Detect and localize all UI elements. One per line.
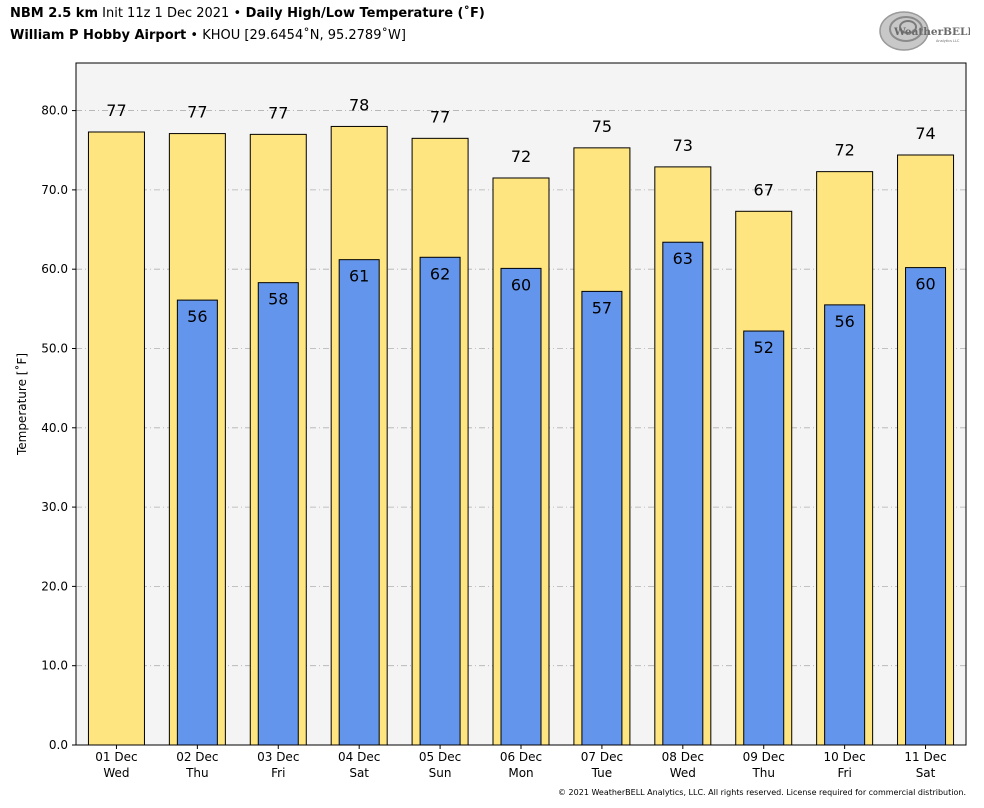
low-temp-label: 58 <box>268 290 288 309</box>
logo-text: WeatherBELL <box>893 26 970 38</box>
y-tick-label: 20.0 <box>41 579 68 593</box>
y-tick-label: 0.0 <box>49 738 68 752</box>
x-tick-weekday: Wed <box>103 766 129 780</box>
low-temp-label: 60 <box>915 275 935 294</box>
logo-swirl-inner <box>899 20 917 34</box>
x-tick-date: 07 Dec <box>581 750 623 764</box>
low-temp-label: 62 <box>430 264 450 283</box>
low-temp-label: 61 <box>349 267 369 286</box>
x-tick-date: 09 Dec <box>743 750 785 764</box>
title-separator-2: • <box>186 28 203 43</box>
init-time: Init 11z 1 Dec 2021 <box>98 6 234 21</box>
x-tick-weekday: Sat <box>349 766 369 780</box>
high-temp-label: 77 <box>187 103 207 122</box>
low-temp-label: 63 <box>673 249 693 268</box>
y-tick-label: 10.0 <box>41 659 68 673</box>
x-tick-date: 01 Dec <box>95 750 137 764</box>
plot-area: 0.0 10.0 20.0 30.0 40.0 50.0 60.0 70.0 80.0 Tempe… <box>14 62 967 780</box>
high-temp-label: 73 <box>673 136 693 155</box>
low-temp-bar <box>419 256 461 746</box>
chart-title-line-2: William P Hobby Airport • KHOU [29.6454˚… <box>10 28 406 43</box>
low-temp-label: 52 <box>754 338 774 357</box>
y-axis-label: Temperature [˚F] <box>14 353 29 456</box>
high-temp-label: 78 <box>349 95 369 114</box>
low-temp-bar <box>338 259 380 746</box>
x-tick-date: 03 Dec <box>257 750 299 764</box>
low-temp-bar <box>500 267 542 746</box>
x-tick-weekday: Mon <box>508 766 533 780</box>
logo-subtext: Analytics LLC <box>936 39 960 43</box>
low-temp-label: 57 <box>592 298 612 317</box>
x-tick-date: 11 Dec <box>904 750 946 764</box>
x-tick-weekday: Thu <box>751 766 775 780</box>
low-temp-bar <box>824 304 866 746</box>
y-tick-label: 30.0 <box>41 500 68 514</box>
x-tick-weekday: Tue <box>591 766 613 780</box>
high-temp-bar <box>87 131 145 746</box>
x-tick-date: 08 Dec <box>662 750 704 764</box>
x-tick-weekday: Fri <box>271 766 285 780</box>
x-tick-date: 05 Dec <box>419 750 461 764</box>
low-temp-label: 56 <box>187 307 207 326</box>
high-temp-label: 77 <box>268 103 288 122</box>
low-temp-bar <box>743 330 785 746</box>
low-temp-bar <box>581 290 623 746</box>
high-temp-label: 72 <box>511 147 531 166</box>
x-tick-date: 10 Dec <box>823 750 865 764</box>
low-temp-bar <box>176 299 218 746</box>
station-coords: KHOU [29.6454˚N, 95.2789˚W] <box>202 28 406 43</box>
x-tick-date: 04 Dec <box>338 750 380 764</box>
product-name: Daily High/Low Temperature (˚F) <box>241 6 485 21</box>
logo-swirl-mid <box>889 16 923 42</box>
y-tick-label: 50.0 <box>41 341 68 355</box>
model-name: NBM 2.5 km <box>10 6 98 21</box>
high-temp-label: 77 <box>430 107 450 126</box>
low-temp-label: 60 <box>511 275 531 294</box>
high-temp-label: 77 <box>106 101 126 120</box>
y-tick-label: 60.0 <box>41 262 68 276</box>
x-tick-weekday: Sun <box>429 766 452 780</box>
y-tick-label: 40.0 <box>41 421 68 435</box>
copyright-footer: © 2021 WeatherBELL Analytics, LLC. All r… <box>558 788 966 797</box>
low-temp-bar <box>662 241 704 746</box>
low-temp-label: 56 <box>834 312 854 331</box>
logo-swirl-outer <box>879 11 929 51</box>
high-temp-label: 74 <box>915 124 935 143</box>
station-name: William P Hobby Airport <box>10 28 187 43</box>
weatherbell-logo: WeatherBELL Analytics LLC <box>879 11 970 51</box>
high-temp-label: 75 <box>592 117 612 136</box>
x-tick-date: 02 Dec <box>176 750 218 764</box>
title-separator: • <box>233 6 242 21</box>
chart-title-line-1: NBM 2.5 km Init 11z 1 Dec 2021 • Daily H… <box>10 6 485 21</box>
high-temp-label: 67 <box>754 180 774 199</box>
x-tick-weekday: Sat <box>916 766 936 780</box>
high-temp-label: 72 <box>834 141 854 160</box>
y-tick-label: 80.0 <box>41 104 68 118</box>
low-temp-bar <box>257 282 299 746</box>
plot-frame <box>75 62 967 746</box>
low-temp-bar <box>905 267 947 746</box>
y-tick-label: 70.0 <box>41 183 68 197</box>
x-tick-weekday: Wed <box>670 766 696 780</box>
x-tick-date: 06 Dec <box>500 750 542 764</box>
x-tick-weekday: Fri <box>837 766 851 780</box>
x-tick-weekday: Thu <box>185 766 209 780</box>
